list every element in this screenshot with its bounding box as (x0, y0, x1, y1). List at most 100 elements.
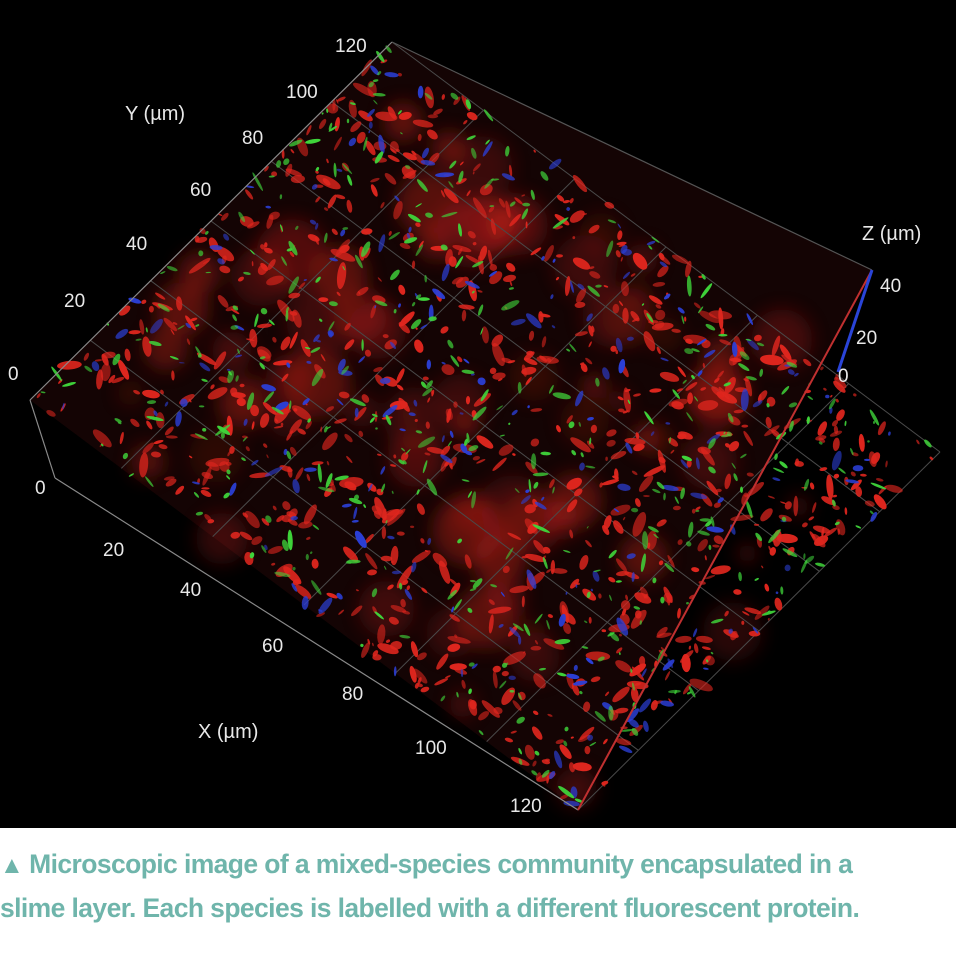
cell (195, 324, 200, 327)
cell (288, 292, 301, 299)
cell (718, 386, 730, 400)
cell (656, 632, 672, 639)
cell (416, 489, 420, 495)
cell (633, 606, 641, 610)
cell (440, 695, 446, 702)
cell (301, 596, 309, 610)
caption-text-2: slime layer. Each species is labelled wi… (0, 893, 860, 923)
axis-frame (29, 41, 874, 811)
cell (458, 223, 462, 237)
cell (447, 636, 471, 644)
cell (399, 634, 411, 639)
cell (232, 314, 237, 322)
cell (589, 271, 601, 279)
cell (263, 443, 268, 448)
grid-line (391, 41, 941, 453)
cell (509, 627, 520, 638)
cell (130, 418, 140, 428)
cell (546, 619, 550, 630)
cell (691, 374, 695, 380)
cell (555, 276, 560, 281)
cell (250, 404, 260, 417)
cell (626, 553, 636, 559)
cell (493, 707, 503, 715)
cell (850, 471, 856, 477)
cell (390, 341, 396, 350)
cell (191, 481, 201, 485)
cell (361, 642, 370, 658)
cell (236, 397, 246, 407)
cell (148, 341, 162, 346)
cell (374, 486, 376, 491)
cell (354, 530, 367, 549)
cell (343, 546, 359, 563)
cell (472, 171, 475, 175)
cell (788, 402, 798, 408)
cell (569, 343, 577, 353)
cell (724, 610, 729, 617)
cell (767, 610, 771, 613)
cell (261, 545, 267, 554)
cell (146, 400, 157, 405)
cell (165, 435, 178, 439)
cell (266, 275, 284, 286)
cell (670, 449, 675, 454)
cell (320, 353, 326, 362)
cell (589, 437, 592, 445)
cell (487, 249, 493, 266)
cell (341, 503, 352, 508)
cell (844, 507, 848, 515)
cell (411, 302, 416, 307)
cell (440, 459, 448, 472)
cell (259, 362, 265, 370)
cell (610, 345, 617, 352)
cell (100, 363, 111, 382)
cell (638, 656, 646, 666)
cell (464, 280, 480, 289)
cell (207, 461, 220, 472)
cell (402, 460, 407, 465)
cell (364, 533, 374, 544)
microscopy-image: Y (µm) X (µm) Z (µm) 0 20 40 60 80 100 1… (0, 0, 956, 828)
cell (304, 347, 311, 350)
cell (627, 399, 631, 405)
cell (664, 562, 675, 573)
cell (541, 336, 547, 348)
cell (687, 392, 694, 405)
cell (377, 624, 386, 645)
cell (590, 588, 594, 592)
cell (501, 173, 515, 181)
cell (336, 291, 341, 297)
cell (247, 221, 260, 229)
cell (563, 800, 580, 807)
haze-blob (188, 428, 244, 484)
cell (450, 92, 459, 100)
cell (499, 434, 505, 437)
cell (692, 628, 698, 638)
cell (471, 290, 475, 294)
cell (756, 342, 765, 347)
blue-labelled-cells (62, 65, 891, 807)
caption-line-2: slime layer. Each species is labelled wi… (0, 887, 956, 929)
cell (213, 351, 227, 370)
cell (597, 656, 605, 662)
cell (367, 638, 371, 645)
cell (217, 213, 223, 216)
cell (586, 313, 593, 322)
cell (230, 308, 240, 315)
haze-blob (751, 309, 813, 370)
cell (831, 450, 842, 471)
cell (370, 184, 378, 197)
cell (538, 667, 547, 671)
cell (424, 550, 429, 553)
cell (593, 569, 601, 572)
cell (594, 711, 606, 722)
cell (724, 443, 731, 448)
cell (237, 348, 240, 355)
cell (440, 454, 453, 464)
cell (361, 339, 364, 351)
cell (697, 539, 708, 552)
cell (615, 250, 621, 258)
cell (697, 306, 704, 314)
cell (677, 307, 685, 314)
